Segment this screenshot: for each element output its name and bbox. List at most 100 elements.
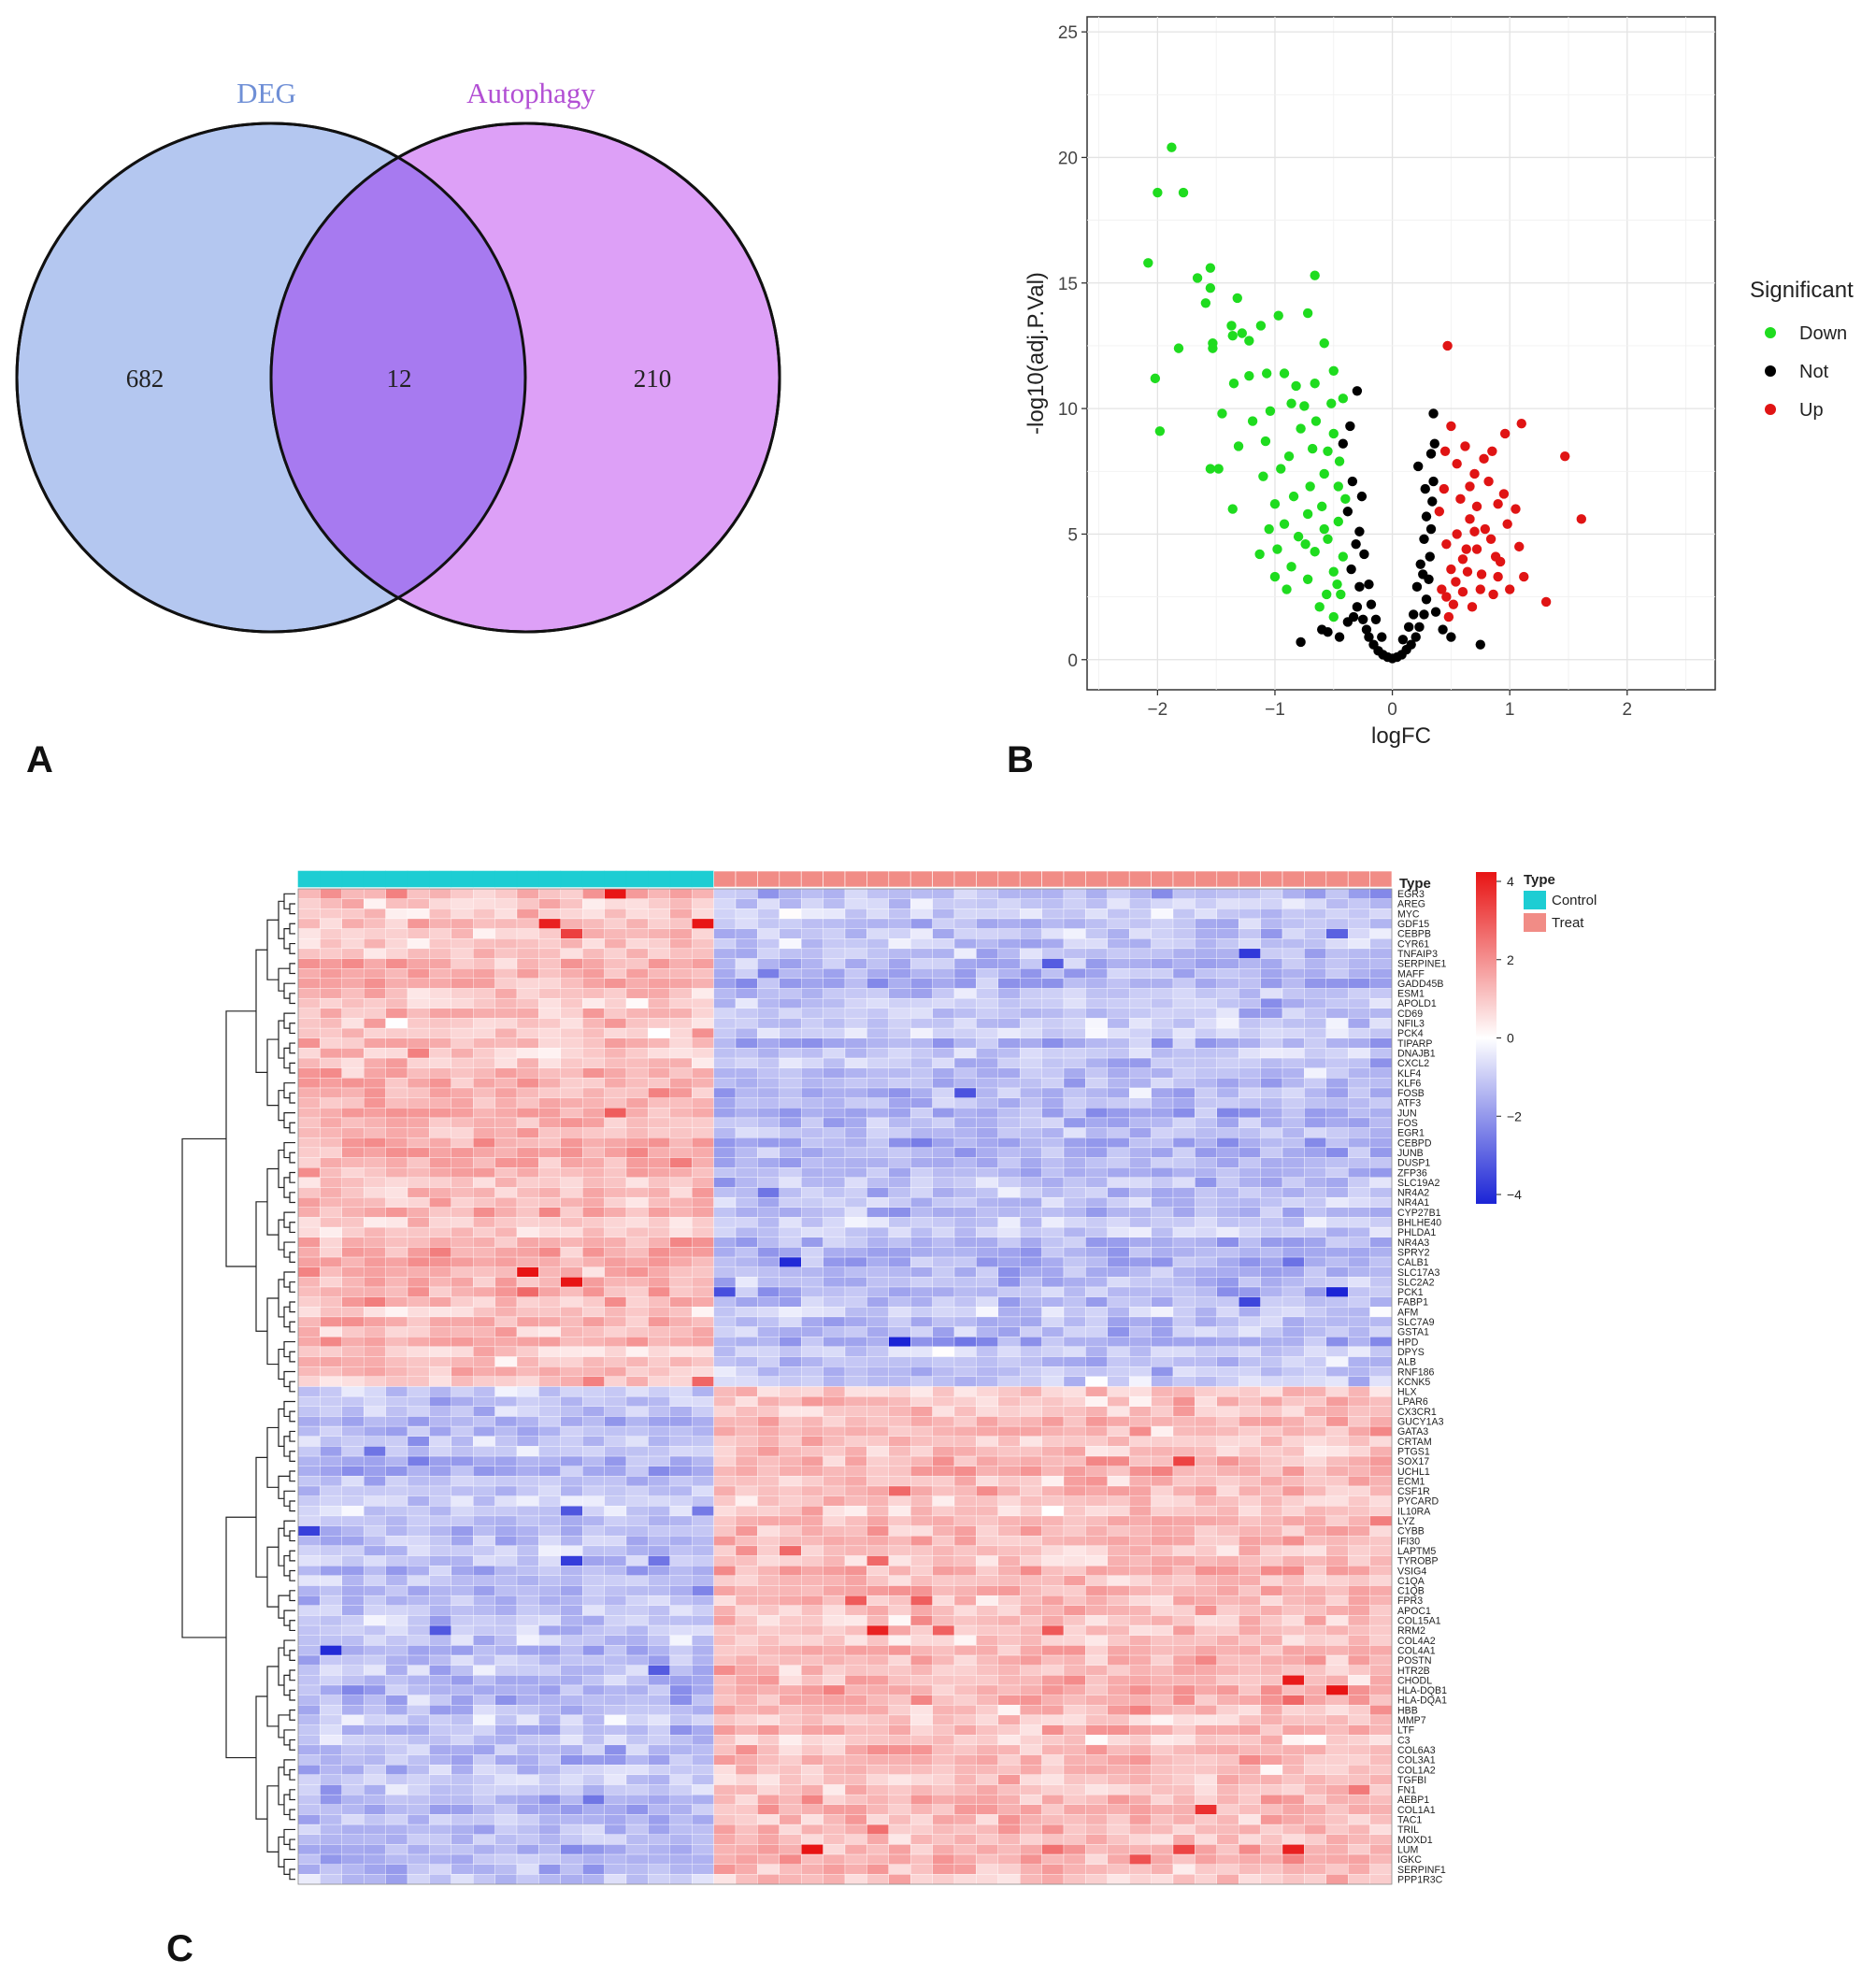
heatmap-cell [779,1555,802,1566]
heatmap-cell [1151,1654,1174,1666]
heatmap-cell [297,1794,321,1805]
heatmap-cell [1304,1675,1326,1686]
heatmap-cell [779,1237,802,1248]
heatmap-cell [1260,1108,1283,1119]
heatmap-cell [713,1127,737,1138]
heatmap-cell [953,1087,977,1098]
heatmap-cell [1020,1765,1042,1776]
heatmap-cell [1282,1495,1305,1507]
heatmap-cell [1195,1684,1217,1695]
heatmap-cell [866,1485,889,1496]
heatmap-cell [669,1575,693,1586]
heatmap-cell [669,1078,693,1089]
heatmap-cell [823,1744,846,1755]
heatmap-cell [494,1048,518,1059]
heatmap-cell [538,1266,561,1278]
heatmap-cell [757,1177,780,1188]
heatmap-cell [451,1277,474,1288]
heatmap-cell [844,1476,867,1487]
heatmap-cell [494,1675,518,1686]
heatmap-cell [669,1027,693,1038]
heatmap-cell [385,1316,408,1327]
heatmap-cell [538,1784,561,1795]
heatmap-cell [538,1346,561,1357]
heatmap-cell [1172,1536,1196,1547]
heatmap-cell [823,1127,846,1138]
heatmap-cell [1107,1127,1130,1138]
heatmap-cell [560,968,583,980]
heatmap-cell [1325,1247,1349,1258]
heatmap-cell [713,978,737,989]
heatmap-cell [1195,1705,1217,1716]
heatmap-cell [801,1705,823,1716]
heatmap-cell [582,1555,605,1566]
heatmap-cell [1085,1705,1108,1716]
heatmap-cell [1195,908,1217,920]
heatmap-cell [692,1615,714,1626]
heatmap-cell [844,1624,867,1636]
heatmap-cell [910,1615,933,1626]
heatmap-cell [669,1476,693,1487]
heatmap-cell [713,1266,737,1278]
heatmap-cell [932,1684,955,1695]
heatmap-cell [823,1346,846,1357]
heatmap-cell [1063,1784,1086,1795]
heatmap-cell [1107,1037,1130,1049]
volcano-points [1143,142,1587,664]
heatmap-cell [625,1018,649,1029]
heatmap-cell [494,938,518,950]
heatmap-cell [604,1615,627,1626]
heatmap-cell [625,1356,649,1367]
heatmap-cell [297,1654,321,1666]
volcano-point-not [1419,609,1429,620]
heatmap-cell [1304,1416,1326,1427]
heatmap-cell [932,1406,955,1417]
heatmap-cell [888,1675,911,1686]
heatmap-cell [823,1684,846,1695]
heatmap-cell [625,1277,649,1288]
heatmap-cell [953,1784,977,1795]
heatmap-cell [713,1714,737,1725]
heatmap-cell [1304,1406,1326,1417]
heatmap-cell [1151,1316,1174,1327]
heatmap-cell [604,1416,627,1427]
heatmap-cell [692,1187,714,1198]
heatmap-cell [385,1425,408,1437]
heatmap-cell [1085,1575,1108,1586]
heatmap-cell [669,1635,693,1646]
heatmap-cell [910,1097,933,1109]
heatmap-cell [538,1814,561,1825]
annotation-cell-treat [866,870,890,888]
heatmap-cell [1260,1735,1283,1746]
heatmap-cell [866,978,889,989]
heatmap-cell [538,1794,561,1805]
heatmap-cell [429,1455,451,1466]
heatmap-cell [757,1147,780,1158]
heatmap-cell [1282,1416,1305,1427]
heatmap-cell [320,1735,342,1746]
heatmap-cell [997,948,1021,959]
heatmap-cell [910,1466,933,1477]
heatmap-cell [1172,1804,1196,1815]
heatmap-cell [341,1307,365,1318]
heatmap-cell [1151,1506,1174,1517]
heatmap-cell [494,1425,518,1437]
heatmap-cell [364,1196,386,1208]
heatmap-cell [823,1794,846,1805]
volcano-point-up [1439,483,1450,494]
heatmap-cell [297,1585,321,1596]
heatmap-cell [910,1078,933,1089]
heatmap-cell [953,1525,977,1537]
heatmap-cell [582,1794,605,1805]
heatmap-cell [692,1425,714,1437]
heatmap-cell [953,1645,977,1656]
heatmap-cell [1304,1376,1326,1387]
heatmap-cell [1063,1695,1086,1706]
heatmap-cell [364,938,386,950]
heatmap-cell [407,1286,430,1297]
heatmap-cell [757,1774,780,1785]
heatmap-cell [1260,1346,1283,1357]
heatmap-cell [451,898,474,909]
heatmap-cell [953,968,977,980]
heatmap-cell [1020,1078,1042,1089]
